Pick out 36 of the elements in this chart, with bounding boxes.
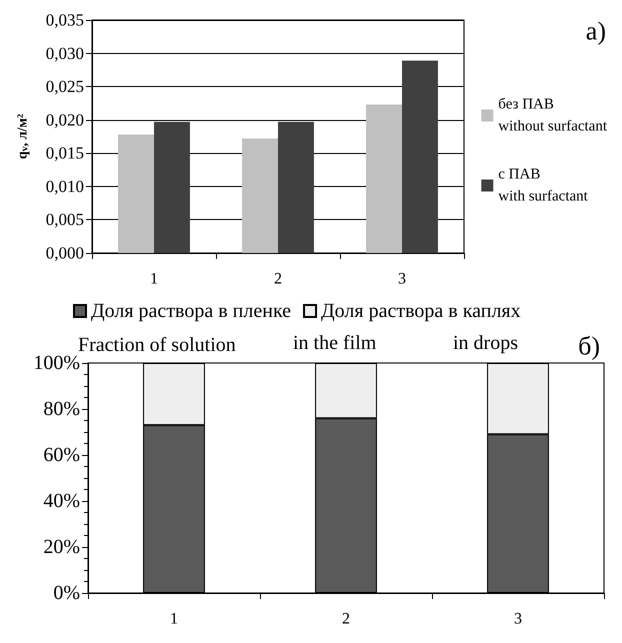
y-tick-label: 80% [43, 398, 80, 420]
text: Fraction of solution [78, 334, 236, 356]
text: б) [578, 332, 600, 360]
y-axis-title: qv, л/м² [16, 114, 30, 160]
y-tick-label: 0,035 [46, 10, 84, 30]
y-tick-label: 0,015 [46, 144, 84, 163]
x-tick-label: 3 [398, 270, 406, 288]
bar [118, 134, 154, 253]
y-tick-label: 0,025 [46, 77, 84, 96]
bar [366, 104, 402, 253]
text: in drops [453, 332, 518, 354]
y-tick-label: 60% [43, 444, 80, 466]
bar [402, 60, 438, 253]
text: а) [586, 16, 606, 46]
bar [154, 122, 190, 253]
y-tick-label: 0,010 [46, 176, 84, 196]
x-tick-label: 3 [514, 610, 522, 628]
legend-label: без ПАВ without surfactant [498, 96, 608, 134]
x-tick-label: 2 [274, 270, 282, 288]
legend-label: Доля раствора в пленке [91, 300, 292, 322]
x-tick-label: 1 [150, 270, 158, 288]
legend-label: с ПАВ with surfactant [498, 166, 589, 204]
y-tick-label: 0,030 [46, 44, 84, 63]
y-tick-label: 0,000 [46, 244, 84, 262]
x-tick-label: 2 [342, 610, 350, 628]
y-tick-label: 0% [53, 582, 80, 604]
x-tick-label: 1 [170, 610, 178, 628]
bar [278, 122, 314, 253]
y-tick-label: 0,020 [46, 110, 84, 130]
bar [242, 138, 278, 253]
y-tick-label: 20% [43, 536, 80, 558]
y-tick-label: 100% [33, 352, 80, 374]
legend-label: Доля раствора в каплях [321, 300, 521, 322]
text: in the film [293, 332, 377, 354]
y-tick-label: 40% [43, 490, 80, 512]
y-tick-label: 0,005 [46, 210, 84, 230]
